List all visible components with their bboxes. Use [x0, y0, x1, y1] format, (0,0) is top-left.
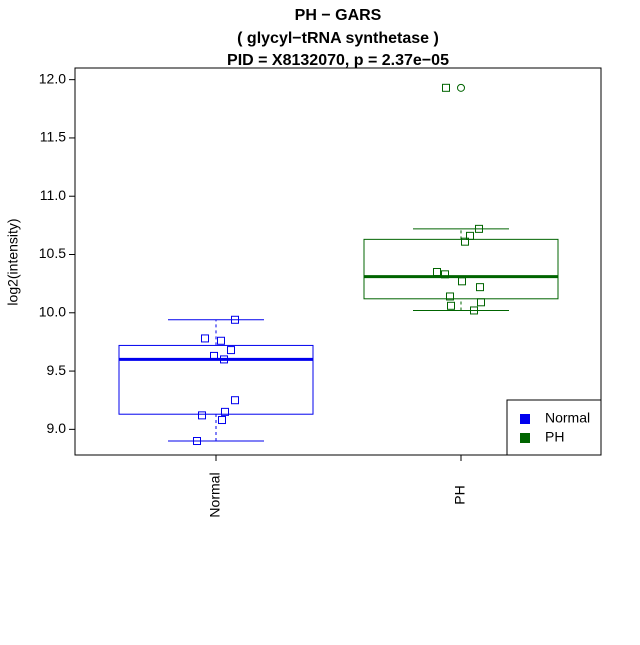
point [476, 283, 484, 292]
point [433, 267, 441, 276]
outlier [457, 83, 465, 92]
x-tick-label: Normal [207, 472, 223, 517]
y-tick-label: 10.5 [39, 245, 66, 261]
y-tick-label: 11.5 [40, 129, 66, 145]
chart-subtitle: ( glycyl−tRNA synthetase ) [237, 30, 439, 47]
point [447, 301, 455, 310]
y-tick-label: 9.0 [47, 420, 67, 436]
point [217, 336, 225, 345]
point [221, 407, 229, 416]
point [470, 306, 478, 315]
y-tick-label: 11.0 [40, 187, 66, 203]
y-tick-label: 12.0 [39, 70, 66, 86]
point [441, 270, 449, 279]
chart-title: PH − GARS [295, 7, 382, 24]
legend-frame [506, 399, 602, 456]
legend-swatch [520, 433, 530, 443]
point [458, 277, 466, 286]
point [231, 315, 239, 324]
point [475, 224, 483, 233]
chart-subtitle: PID = X8132070, p = 2.37e−05 [227, 52, 449, 69]
legend-label: Normal [545, 410, 590, 426]
point [461, 237, 469, 246]
point [220, 355, 228, 364]
y-tick-label: 9.5 [47, 362, 67, 378]
point [446, 292, 454, 301]
point [466, 231, 474, 240]
y-axis-label: log2(intensity) [5, 218, 21, 305]
point [442, 83, 450, 92]
legend-swatch [520, 414, 530, 424]
point [198, 411, 206, 420]
legend-label: PH [545, 429, 564, 445]
y-tick-label: 10.0 [39, 303, 66, 319]
box [363, 238, 559, 300]
point [193, 437, 201, 446]
point [210, 351, 218, 360]
point [231, 396, 239, 405]
point [227, 346, 235, 355]
point [201, 334, 209, 343]
box [118, 344, 314, 415]
plot-frame [74, 67, 602, 456]
point [218, 416, 226, 425]
x-tick-label: PH [452, 485, 468, 504]
point [477, 298, 485, 307]
